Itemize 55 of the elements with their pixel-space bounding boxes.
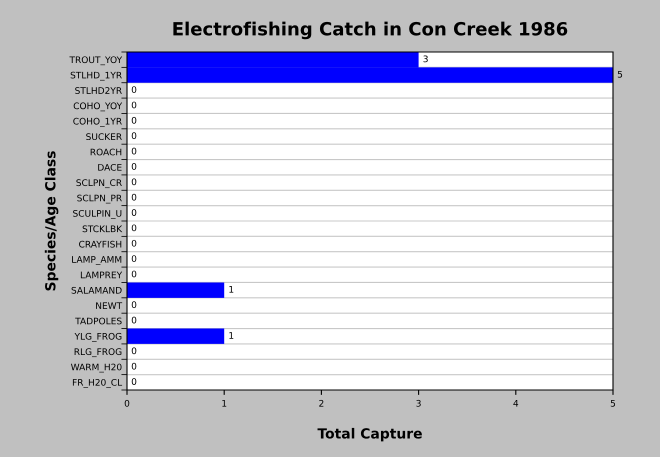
data-label: 0 <box>132 301 136 308</box>
x-tick-label: 1 <box>222 400 226 407</box>
data-label: 0 <box>132 347 136 354</box>
y-tick-label: SALAMAND <box>72 286 122 294</box>
y-tick-label: TADPOLES <box>75 318 122 324</box>
y-tick-label: STLHD_1YR <box>70 72 122 81</box>
data-label: 0 <box>132 178 136 186</box>
y-axis-title: Species/Age Class <box>44 151 58 290</box>
data-label: 0 <box>132 163 136 170</box>
data-label: 0 <box>132 132 136 140</box>
data-label: 5 <box>618 70 622 78</box>
y-tick-label: SCLPN_PR <box>77 194 122 204</box>
data-label: 1 <box>229 286 234 293</box>
y-tick-label: STLHD2YR <box>75 87 122 94</box>
data-label: 0 <box>132 209 136 216</box>
data-label: 0 <box>132 148 136 154</box>
x-tick-label: 2 <box>319 400 324 407</box>
data-label: 1 <box>229 332 234 339</box>
data-label: 0 <box>132 362 136 370</box>
y-tick-label: ROACH <box>90 148 122 156</box>
y-tick-label: LAMP_AMM <box>72 256 122 265</box>
y-tick-label: TROUT_YOY <box>69 56 122 66</box>
chart-title: Electrofishing Catch in Con Creek 1986 <box>173 22 568 40</box>
y-tick-label: SCULPIN_U <box>73 210 122 219</box>
data-label: 0 <box>132 224 136 232</box>
x-tick-label: 5 <box>610 400 616 407</box>
x-axis-title: Total Capture <box>318 428 422 442</box>
data-label: 0 <box>132 116 136 124</box>
data-label: 0 <box>132 255 136 262</box>
data-label: 0 <box>132 240 136 247</box>
y-tick-label: SUCKER <box>86 133 122 140</box>
data-label: 0 <box>132 86 136 94</box>
y-tick-label: RLG_FROG <box>74 348 122 358</box>
data-label: 0 <box>132 102 136 108</box>
x-tick-label: 0 <box>124 400 130 407</box>
y-tick-label: FR_H20_CL <box>72 378 122 388</box>
data-label: 0 <box>132 316 136 324</box>
data-label: 3 <box>423 55 428 62</box>
y-tick-label: DACE <box>98 164 122 171</box>
data-label: 0 <box>132 194 136 201</box>
y-tick-label: STCKLBK <box>82 225 122 232</box>
y-tick-label: SCLPN_CR <box>76 179 122 188</box>
bar <box>127 282 224 298</box>
y-tick-label: LAMPREY <box>80 272 122 278</box>
x-tick-label: 3 <box>416 400 421 407</box>
x-tick-label: 4 <box>513 400 518 407</box>
y-tick-label: WARM_H20 <box>70 364 122 372</box>
y-tick-label: YLG_FROG <box>74 332 122 342</box>
y-tick-label: NEWT <box>96 302 122 309</box>
y-tick-label: COHO_YOY <box>74 102 122 112</box>
y-tick-label: CRAYFISH <box>79 240 122 248</box>
data-label: 0 <box>132 378 136 385</box>
y-tick-label: COHO_1YR <box>73 118 122 127</box>
bar <box>127 328 224 344</box>
data-label: 0 <box>132 270 136 278</box>
